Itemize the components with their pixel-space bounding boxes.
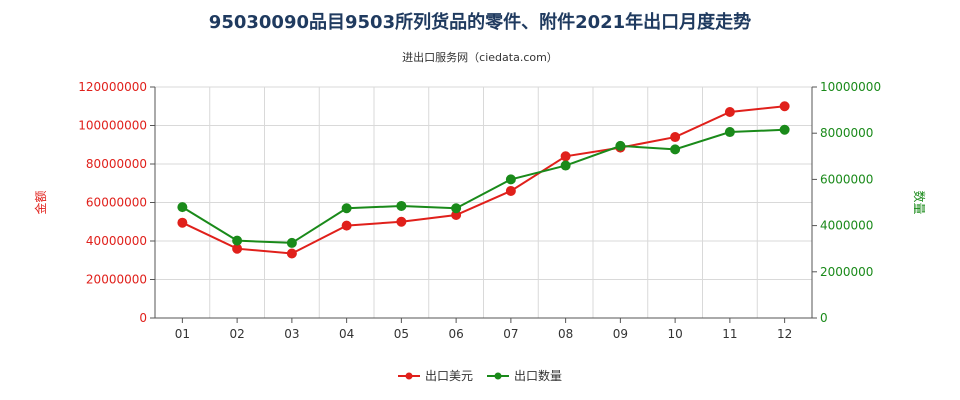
right-tick-label: 2000000 — [820, 265, 873, 279]
legend-swatch-marker — [494, 372, 502, 380]
x-tick-label: 06 — [448, 327, 463, 341]
axes — [150, 86, 817, 323]
left-tick-label: 120000000 — [78, 80, 147, 94]
series-point — [779, 124, 790, 135]
x-tick-label: 12 — [777, 327, 792, 341]
legend-label: 出口数量 — [514, 368, 562, 383]
series-point — [396, 216, 407, 227]
x-tick-label: 07 — [503, 327, 518, 341]
left-tick-label: 100000000 — [78, 119, 147, 133]
left-tick-label: 20000000 — [86, 273, 147, 287]
series-point — [670, 132, 681, 143]
x-tick-label: 03 — [284, 327, 299, 341]
series-point — [724, 107, 735, 118]
right-axis-ticks: 0 2000000 4000000 6000000 8000000 10000000 — [820, 80, 881, 325]
series-point — [341, 203, 352, 214]
right-axis-title: 数量 — [912, 190, 927, 214]
x-tick-label: 10 — [667, 327, 682, 341]
series-point — [505, 185, 516, 196]
series-point — [615, 140, 626, 151]
series-point — [232, 235, 243, 246]
series-point — [177, 217, 188, 228]
legend: 出口美元 出口数量 — [398, 368, 562, 383]
x-tick-label: 01 — [175, 327, 190, 341]
x-tick-label: 11 — [722, 327, 737, 341]
left-tick-label: 0 — [139, 311, 147, 325]
x-tick-label: 02 — [229, 327, 244, 341]
series-line — [181, 105, 785, 255]
series-point — [341, 220, 352, 231]
series-point — [670, 144, 681, 155]
right-tick-label: 4000000 — [820, 219, 873, 233]
series-point — [286, 248, 297, 259]
series-point — [451, 203, 462, 214]
right-tick-label: 10000000 — [820, 80, 881, 94]
series-layer — [177, 101, 790, 259]
series-point — [505, 174, 516, 185]
left-tick-label: 60000000 — [86, 196, 147, 210]
x-tick-label: 09 — [613, 327, 628, 341]
chart-title: 95030090品目9503所列货品的零件、附件2021年出口月度走势 — [209, 11, 751, 33]
series-point — [396, 200, 407, 211]
right-tick-label: 0 — [820, 311, 828, 325]
x-tick-label: 05 — [394, 327, 409, 341]
right-tick-label: 8000000 — [820, 126, 873, 140]
right-tick-label: 6000000 — [820, 172, 873, 186]
left-tick-label: 40000000 — [86, 234, 147, 248]
series-line — [181, 128, 785, 244]
x-tick-label: 08 — [558, 327, 573, 341]
chart-subtitle: 进出口服务网（ciedata.com） — [402, 50, 558, 64]
left-tick-label: 80000000 — [86, 157, 147, 171]
series-point — [560, 160, 571, 171]
x-axis-ticks: 01 02 03 04 05 06 07 08 09 10 11 12 — [175, 327, 793, 341]
legend-label: 出口美元 — [425, 369, 473, 383]
series-point — [724, 127, 735, 138]
series-point — [177, 202, 188, 213]
left-axis-title: 金额 — [33, 190, 48, 214]
left-axis-ticks: 0 20000000 40000000 60000000 80000000 1000000… — [78, 80, 147, 325]
series-point — [560, 151, 571, 162]
series-point — [286, 237, 297, 248]
legend-swatch-marker — [405, 372, 413, 380]
series-point — [779, 101, 790, 112]
x-tick-label: 04 — [339, 327, 354, 341]
